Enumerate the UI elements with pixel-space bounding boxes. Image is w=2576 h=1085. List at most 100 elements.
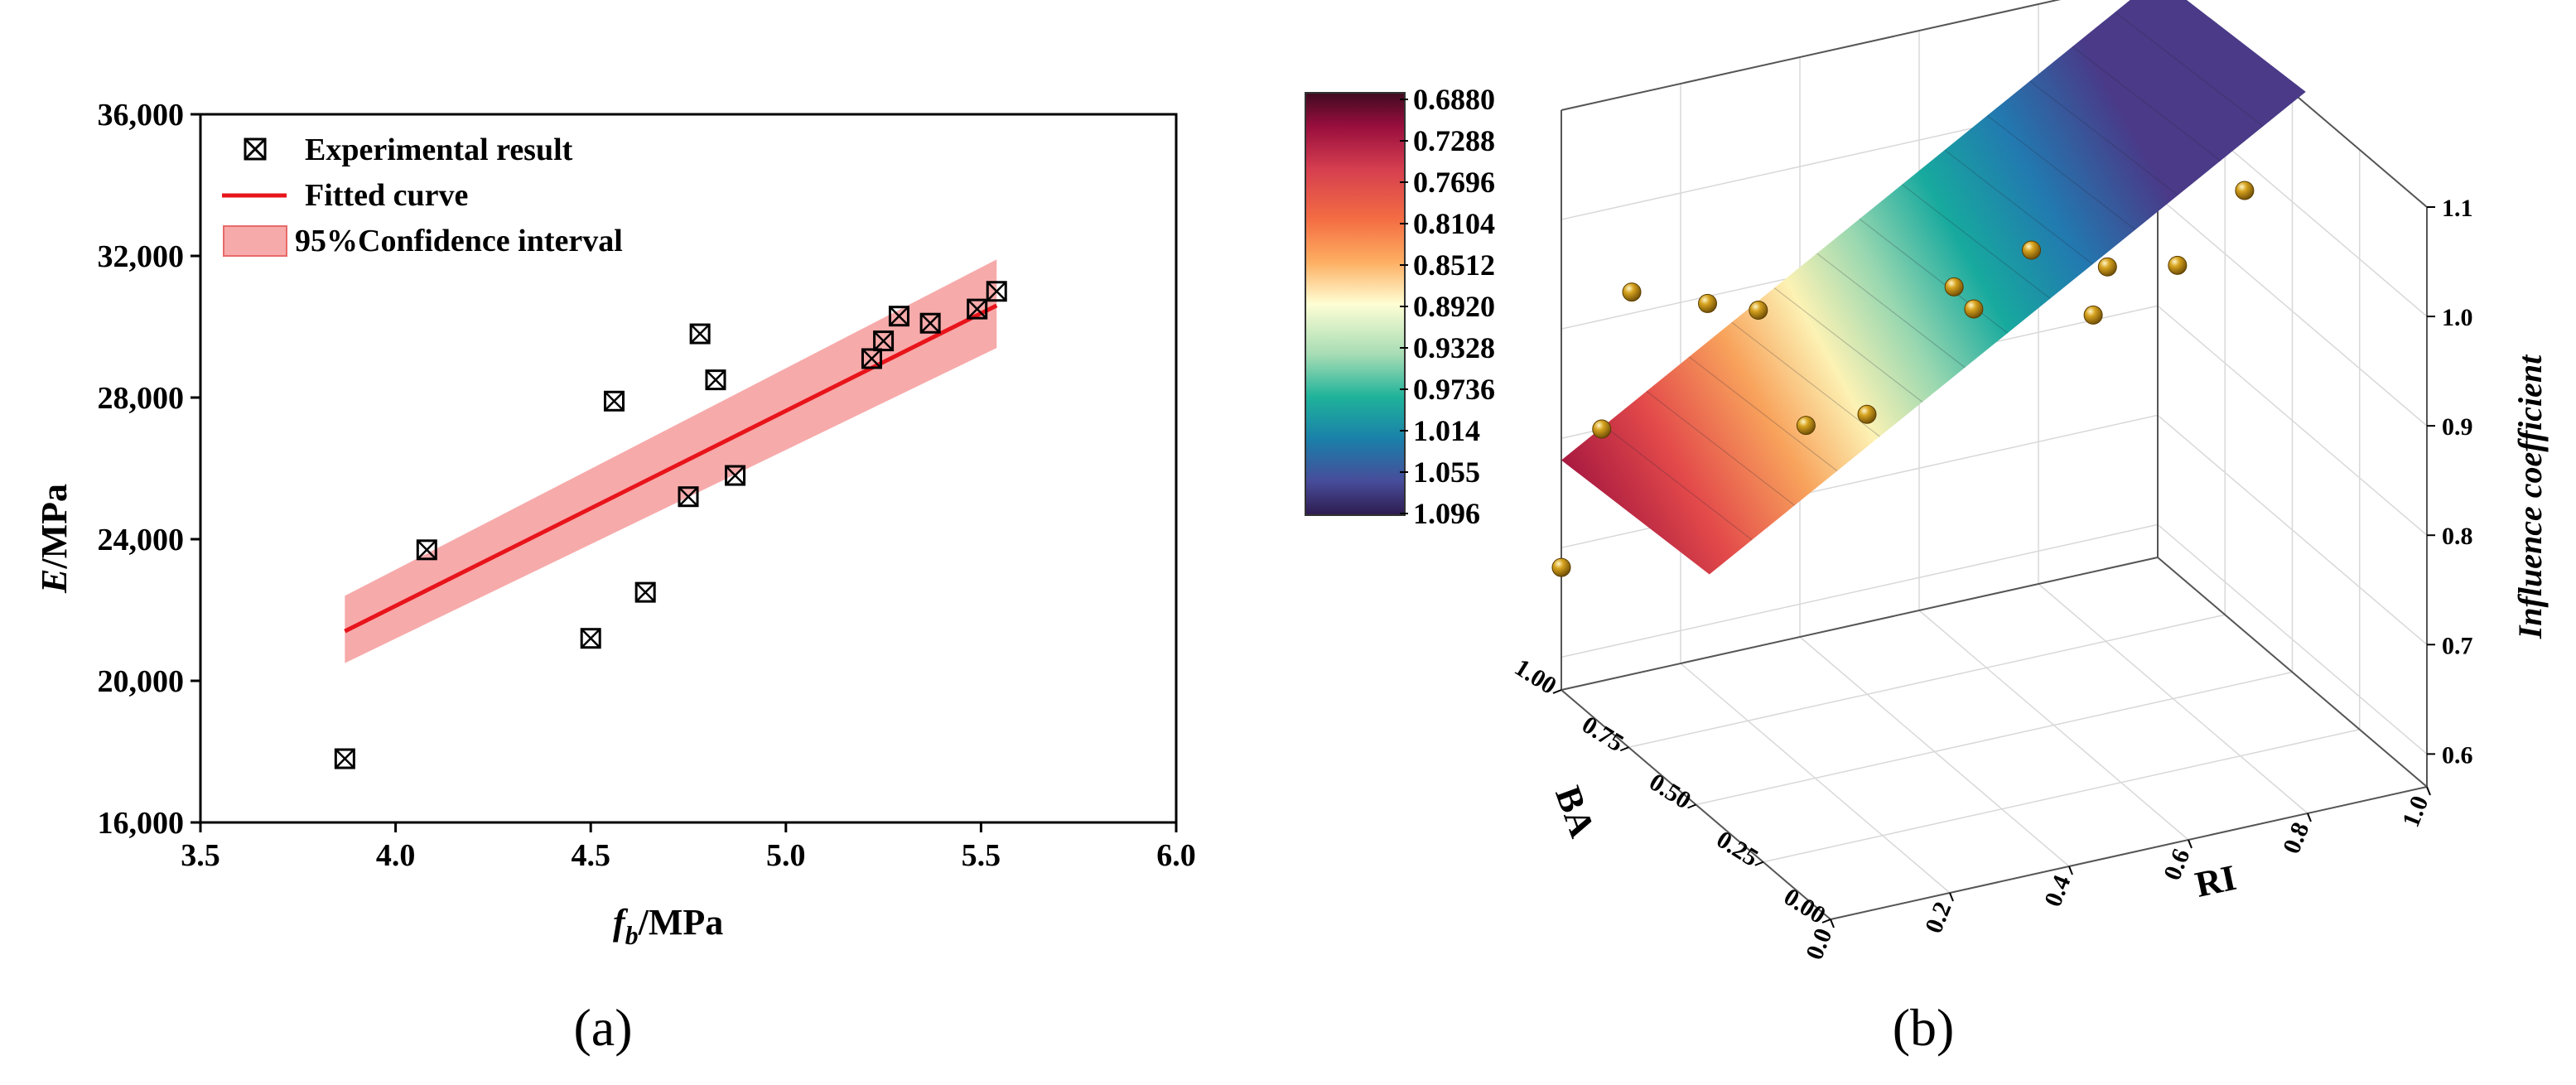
surface	[1561, 0, 2306, 575]
ri-tick-mark	[1949, 892, 1954, 902]
floor-gridline	[2038, 583, 2308, 814]
x-axis-ticks: 3.5 4.0 4.5 5.0 5.5 6.0	[181, 822, 1196, 873]
experimental-point	[967, 298, 988, 320]
ri-tick-label: 0.8	[2278, 818, 2315, 857]
surface-contour	[1731, 321, 1880, 437]
ba-tick-mark	[1619, 746, 1629, 752]
point-box	[334, 748, 355, 769]
ba-tick-mark	[1821, 919, 1831, 923]
legend-marker-experimental	[244, 137, 267, 161]
z-tick-label: 0.9	[2442, 413, 2473, 441]
fitted-curve-layer	[344, 303, 998, 634]
point-box	[919, 312, 941, 334]
experimental-point	[580, 628, 601, 649]
experimental-point	[678, 486, 699, 508]
surface-contour	[1986, 114, 2136, 230]
colorbar-tick-labels: 0.6880 0.7288 0.7696 0.8104 0.8512 0.8920 0.93…	[1400, 83, 1495, 530]
experimental-point	[725, 465, 746, 486]
experimental-point	[416, 539, 437, 561]
data-point-sphere	[2083, 305, 2103, 325]
experimental-point	[334, 748, 355, 769]
surface-contour	[1944, 149, 2093, 265]
x-tick-label: 3.5	[181, 838, 220, 873]
surface-contour	[2115, 12, 2264, 127]
experimental-point	[689, 323, 711, 345]
colorbar-label: 0.6880	[1413, 83, 1495, 116]
experimental-point	[861, 348, 882, 369]
point-cross	[725, 465, 745, 485]
surface-contour	[1773, 287, 1923, 403]
legend-label-confidence: 95%Confidence interval	[295, 224, 623, 258]
point-box	[416, 539, 437, 561]
z-tick-label: 0.7	[2442, 632, 2473, 659]
surface-contour	[2029, 80, 2178, 196]
ri-axis-label: RI	[2192, 857, 2240, 905]
box-edge	[2157, 557, 2428, 788]
y-tick-label: 36,000	[98, 98, 185, 133]
colorbar-label: 0.8512	[1413, 248, 1495, 282]
ri-tick-label: 1.0	[2397, 792, 2434, 831]
legend-label-fitted: Fitted curve	[305, 178, 468, 213]
surface-contour	[1816, 253, 1966, 369]
point-box	[861, 348, 882, 369]
x-tick-label: 5.5	[962, 838, 1001, 873]
point-box	[986, 281, 1007, 302]
z-tick-label: 1.1	[2442, 195, 2473, 222]
floor-gridline	[1696, 671, 2293, 806]
floor-gridline	[1628, 614, 2226, 748]
colorbar-label: 0.9736	[1413, 373, 1495, 406]
point-box	[678, 486, 699, 508]
colorbar-label: 1.014	[1413, 414, 1480, 447]
z-tick-label: 0.8	[2442, 523, 2473, 550]
data-points-layer	[1551, 181, 2255, 577]
z-axis-label: Influence coefficient	[2511, 354, 2549, 639]
surface-contour	[2072, 46, 2221, 162]
point-box	[888, 306, 909, 327]
point-cross	[678, 486, 698, 507]
colorbar-label: 0.8104	[1413, 207, 1495, 240]
ri-tick-label: 0.0	[1801, 924, 1838, 963]
y-axis-label-main: E	[34, 569, 75, 594]
ri-tick-mark	[1830, 919, 1835, 928]
point-cross	[581, 628, 601, 649]
colorbar	[1305, 92, 1406, 516]
data-point-sphere	[1857, 404, 1877, 424]
surface-contour	[1859, 218, 2009, 334]
box-edge	[1830, 786, 2428, 920]
experimental-point	[705, 369, 726, 391]
ri-tick-label: 0.6	[2159, 845, 2196, 884]
point-cross	[987, 281, 1007, 301]
experimental-point	[919, 312, 941, 334]
point-cross	[889, 306, 909, 326]
point-cross	[690, 324, 711, 344]
surface-contour	[1604, 425, 1753, 541]
colorbar-label: 0.8920	[1413, 290, 1495, 323]
x-axis-label-sub: b	[625, 920, 639, 950]
surface-contour	[1902, 184, 2051, 300]
ba-axis-label: BA	[1547, 781, 1603, 842]
point-box	[705, 369, 726, 391]
experimental-point	[986, 281, 1007, 302]
panel-label-b: (b)	[1893, 998, 1955, 1057]
y-tick-label: 28,000	[98, 381, 185, 416]
panel-b-3d-surface-chart: 0.6880 0.7288 0.7696 0.8104 0.8512 0.8920 0.93…	[1305, 0, 2549, 1057]
x-axis-label-unit: /MPa	[638, 902, 724, 943]
ri-tick-label: 0.2	[1920, 898, 1957, 937]
colorbar-label: 1.055	[1413, 456, 1480, 489]
plot-frame	[199, 113, 1178, 824]
point-cross	[604, 391, 625, 412]
point-cross	[873, 330, 894, 351]
data-point-sphere	[2235, 181, 2255, 200]
surface-plane	[1561, 0, 2306, 575]
z-tick-label: 0.6	[2442, 741, 2473, 769]
point-cross	[335, 749, 355, 769]
colorbar-label: 0.7288	[1413, 124, 1495, 157]
colorbar-label: 1.096	[1413, 497, 1480, 530]
legend: Experimental result Fitted curve 95%Conf…	[222, 133, 623, 258]
colorbar-label: 0.9328	[1413, 331, 1495, 364]
data-point-sphere	[1622, 282, 1642, 302]
x-axis-label-main: f	[613, 902, 629, 943]
ri-tick-label: 0.4	[2039, 871, 2077, 910]
y-axis-ticks: 16,000 20,000 24,000 28,000 32,000 36,000	[98, 98, 200, 841]
